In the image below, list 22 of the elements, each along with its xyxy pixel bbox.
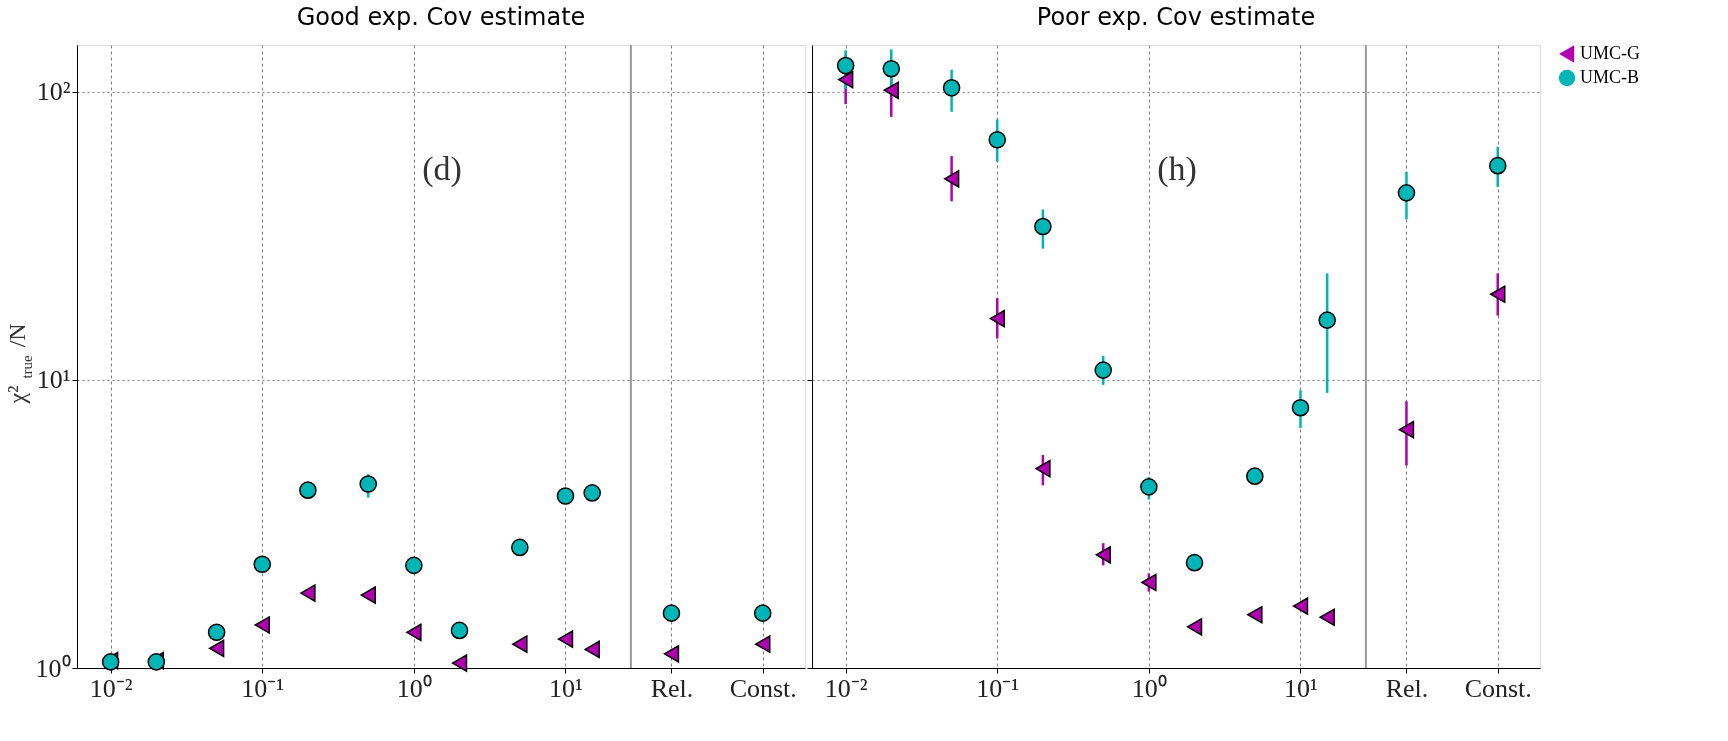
- y-tick-label: 10¹: [36, 365, 71, 395]
- y-axis-title: χ²true/N: [4, 323, 35, 405]
- x-tick-label: 10⁻²: [824, 673, 868, 703]
- annotation: (d): [422, 150, 462, 188]
- x-tick-label: 10⁰: [1131, 673, 1167, 703]
- x-tick-label: 10⁰: [396, 673, 432, 703]
- x-tick-label: Rel.: [1385, 673, 1429, 703]
- x-tick-label: 10⁻¹: [976, 673, 1020, 703]
- x-tick-label: Rel.: [650, 673, 694, 703]
- x-tick-label: 10⁻²: [89, 673, 133, 703]
- chart-title: Poor exp. Cov estimate: [1036, 3, 1316, 31]
- legend-label: UMC-G: [1580, 43, 1641, 63]
- x-tick-label: 10¹: [549, 673, 583, 703]
- x-tick-label: Const.: [729, 673, 797, 703]
- x-tick-label: Const.: [1464, 673, 1532, 703]
- legend-label: UMC-B: [1580, 67, 1640, 87]
- x-tick-label: 10¹: [1284, 673, 1318, 703]
- annotation: (h): [1157, 150, 1197, 188]
- chart-title: Good exp. Cov estimate: [296, 3, 586, 31]
- y-tick-label: 10²: [36, 77, 71, 107]
- x-tick-label: 10⁻¹: [241, 673, 285, 703]
- y-tick-label: 10⁰: [35, 653, 71, 683]
